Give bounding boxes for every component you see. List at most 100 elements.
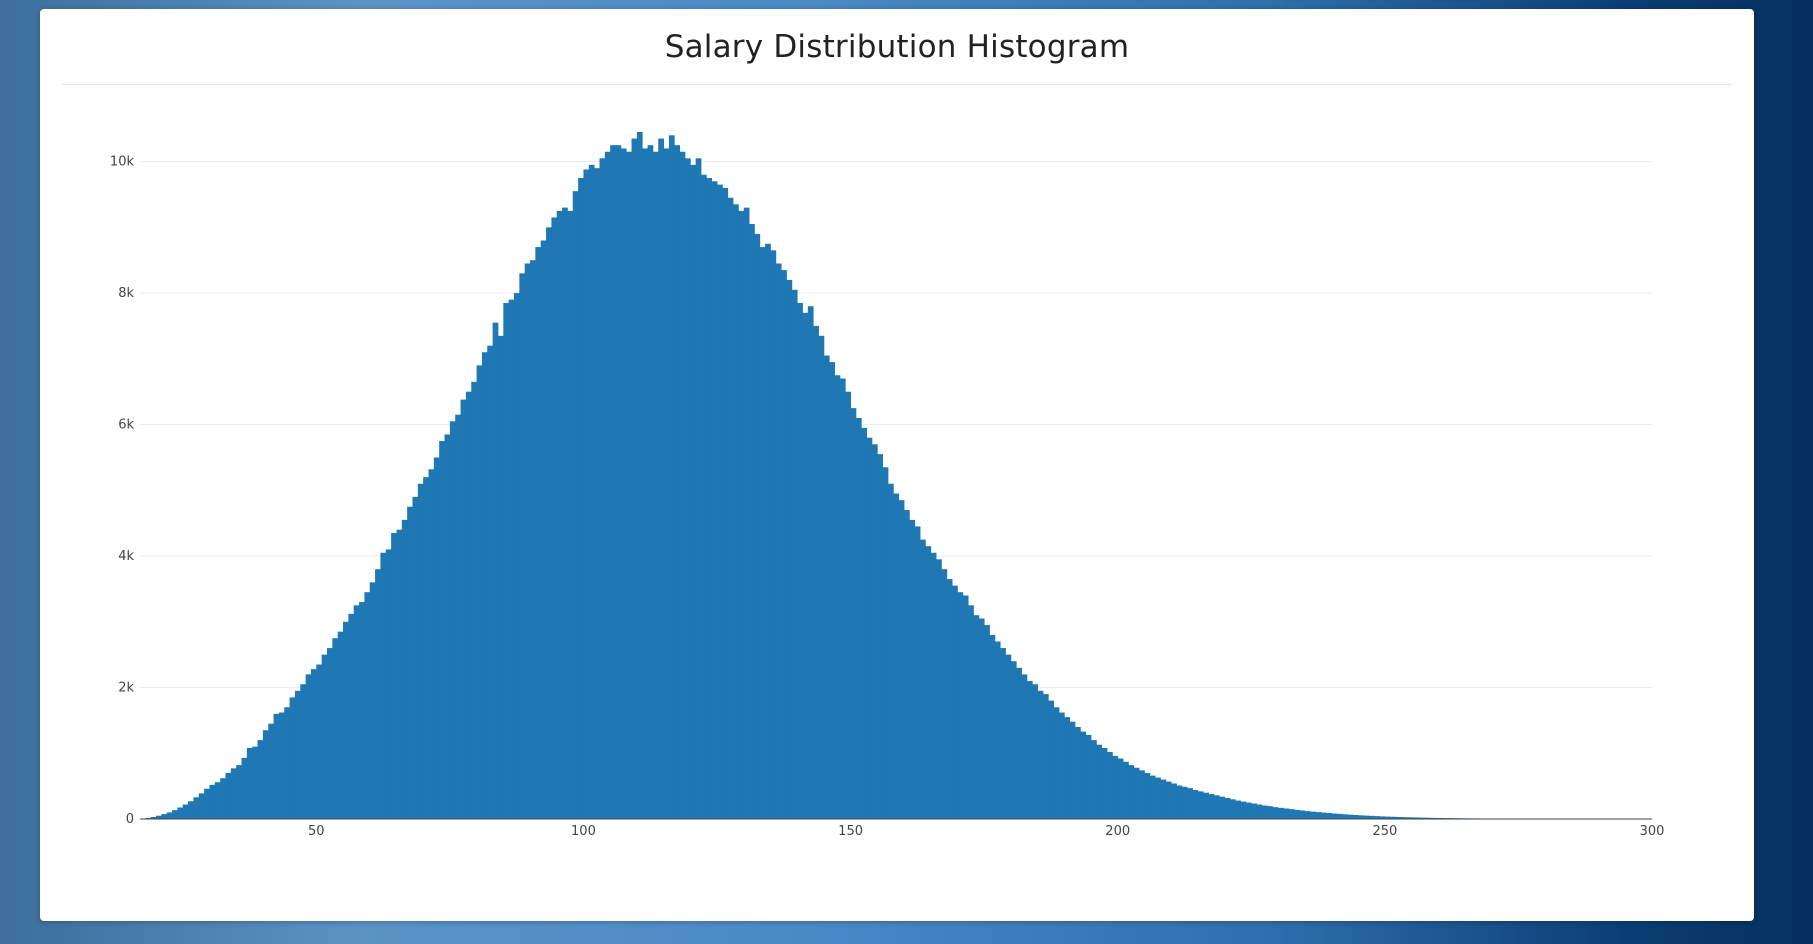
histogram-bar [193,797,200,819]
histogram-bar [920,539,926,819]
histogram-bar [1395,816,1402,819]
histogram-bar [588,164,595,819]
histogram-bar [348,613,355,819]
histogram-bar [904,510,910,819]
x-tick-label: 200 [1105,824,1130,839]
histogram-bar [802,312,809,819]
histogram-bar [882,467,889,819]
histogram-bar [337,631,344,819]
histogram-bar [1053,707,1060,819]
histogram-bar [1416,817,1423,819]
histogram-bar [289,697,296,819]
histogram-bar [519,273,526,820]
histogram-bar [503,302,510,819]
histogram-bar [909,519,916,819]
histogram-bar [1005,654,1012,819]
histogram-bar [246,748,253,819]
histogram-bar [594,168,600,820]
histogram-bar [369,582,376,819]
histogram-bar [968,605,974,819]
histogram-bar [989,634,996,819]
histogram-bar [914,526,921,819]
histogram-bar [578,178,584,819]
histogram-bar [332,638,339,819]
histogram-bar [930,552,937,819]
histogram-bar [540,240,547,820]
histogram-bar [1411,817,1418,819]
histogram-bar [476,365,483,819]
histogram-bar [236,765,242,819]
histogram-bar [1261,805,1268,819]
x-tick-label: 250 [1372,824,1397,839]
histogram-bar [978,618,985,819]
histogram-bar [444,434,451,819]
histogram-bar [1278,807,1284,819]
histogram-bar [268,723,274,819]
histogram-bar [786,279,793,819]
histogram-bar [1245,802,1252,819]
histogram-bar [471,381,477,819]
histogram-bar [984,625,990,819]
histogram-bar [1208,794,1215,819]
histogram-bar [1171,783,1177,819]
histogram-bar [262,730,269,819]
histogram-bar [508,299,515,819]
histogram-bar [294,690,301,819]
histogram-bar [754,233,761,819]
histogram-bar [1042,694,1049,819]
histogram-bar [717,184,723,820]
histogram-bar [1091,740,1097,819]
y-tick-label: 10k [110,155,135,170]
histogram-bar [497,335,504,819]
histogram-bar [626,151,632,820]
histogram-bar [1096,744,1103,819]
histogram-bar [1010,661,1017,819]
histogram-bar [898,500,905,819]
histogram-bar [455,414,461,819]
histogram-bar [562,207,568,820]
histogram-bar [551,217,558,820]
histogram-bar [225,772,232,819]
histogram-plot: 0 2k 4k 6k 8k 10k 50 100 150 200 250 300 [110,132,1664,839]
histogram-bar [829,362,835,819]
histogram-bar [1400,817,1407,819]
histogram-bar [412,496,419,819]
histogram-bar [166,812,173,819]
histogram-bar [316,664,323,819]
histogram-bar [364,592,371,819]
card-header: Salary Distribution Histogram [62,9,1732,85]
histogram-bar [962,595,969,819]
histogram-bar [727,197,734,819]
histogram-bar [465,391,472,819]
histogram-bar [1144,772,1151,819]
histogram-bar [220,778,226,819]
histogram-bar [952,585,958,819]
histogram-bar [407,506,413,819]
histogram-bar [428,469,435,819]
histogram-bar [1117,758,1124,819]
histogram-bar [674,145,681,819]
histogram-bar [941,569,948,819]
histogram-bar [1224,797,1231,819]
histogram-bar [749,224,755,820]
y-tick-label: 8k [118,286,134,301]
histogram-bar [1379,816,1386,819]
histogram-bar [321,654,328,819]
histogram-bar [1235,800,1242,819]
histogram-bar [524,263,531,819]
histogram-bar [1363,815,1370,819]
histogram-bar [631,138,638,819]
histogram-bar [572,191,579,819]
histogram-bar [1181,786,1188,819]
histogram-bar [1139,770,1145,819]
histogram-bar [1342,814,1348,819]
histogram-bar [567,210,574,819]
histogram-bar [1288,809,1295,819]
histogram-bar [1149,775,1156,819]
histogram-bar [743,207,750,820]
histogram-bar [353,605,360,819]
histogram-bar [834,375,841,819]
histogram-bar [1310,811,1316,819]
histogram-bar [1021,674,1028,819]
histogram-bar [781,270,787,819]
